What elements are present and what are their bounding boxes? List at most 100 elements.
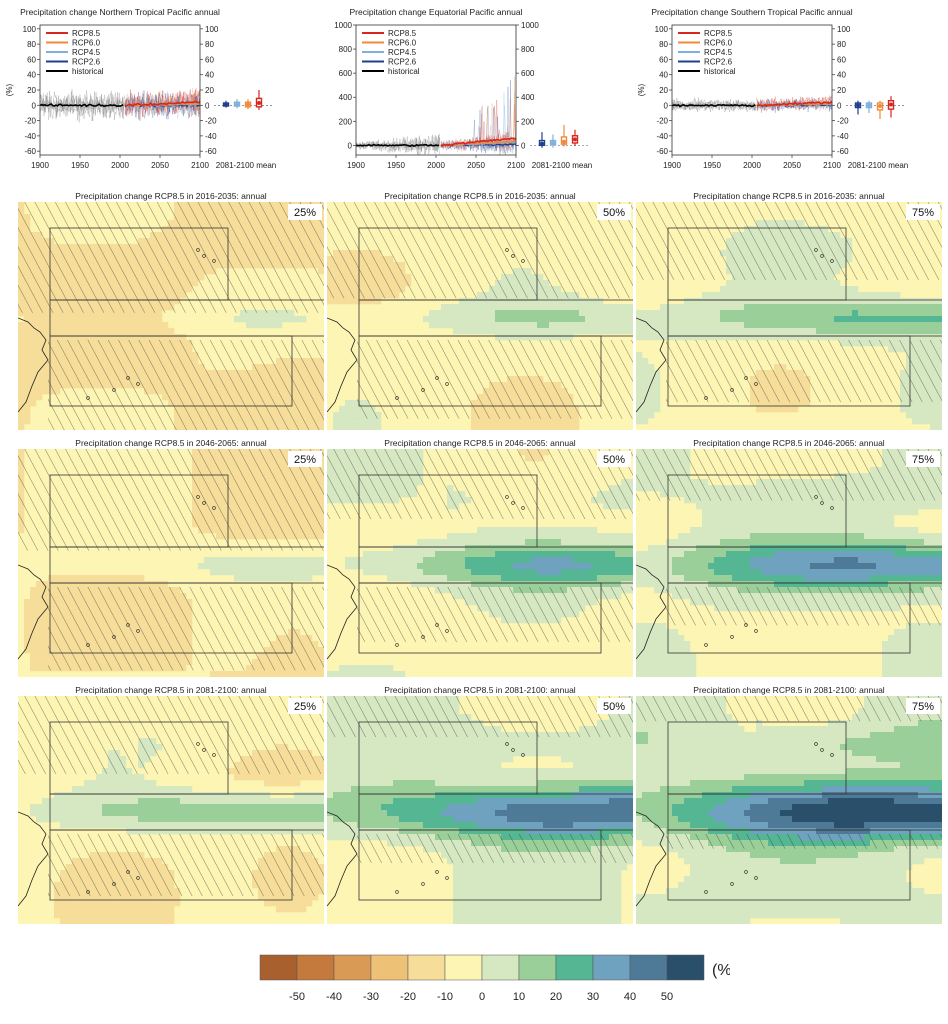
map-cell bbox=[495, 575, 502, 582]
map-cell bbox=[774, 334, 781, 341]
map-cell bbox=[654, 406, 661, 413]
map-cell bbox=[246, 316, 253, 323]
map-cell bbox=[834, 316, 841, 323]
map-cell bbox=[786, 334, 793, 341]
island-outline bbox=[395, 396, 399, 400]
map-cell bbox=[726, 334, 733, 341]
map-cell bbox=[648, 400, 655, 407]
map-cell bbox=[72, 310, 79, 317]
plot-frame bbox=[39, 24, 201, 156]
map-cell bbox=[924, 412, 931, 419]
map-cell bbox=[156, 581, 163, 588]
map-cell bbox=[489, 539, 496, 546]
map-cell bbox=[513, 316, 520, 323]
map-cell bbox=[888, 328, 895, 335]
map-cell bbox=[780, 280, 787, 287]
map-cell bbox=[78, 310, 85, 317]
map-cell bbox=[423, 575, 430, 582]
map-cell bbox=[834, 286, 841, 293]
map-cell bbox=[483, 310, 490, 317]
map-cell bbox=[597, 533, 604, 540]
map-cell bbox=[621, 304, 628, 311]
map-cell bbox=[549, 551, 556, 558]
map-cell bbox=[750, 310, 757, 317]
map-cell bbox=[495, 533, 502, 540]
map-cell bbox=[636, 406, 643, 413]
map-cell bbox=[537, 563, 544, 570]
map-cell bbox=[513, 533, 520, 540]
map-cell bbox=[888, 304, 895, 311]
map-cell bbox=[636, 352, 643, 359]
map-cell bbox=[489, 563, 496, 570]
map-cell bbox=[42, 623, 49, 630]
map-cell bbox=[690, 304, 697, 311]
map-cell bbox=[36, 316, 43, 323]
legend-entry: RCP6.0 bbox=[72, 39, 101, 48]
map-cell bbox=[768, 400, 775, 407]
region-box-south bbox=[358, 582, 602, 654]
map-cell bbox=[780, 298, 787, 305]
map-cell bbox=[507, 581, 514, 588]
map-cell bbox=[876, 509, 883, 516]
map-cell bbox=[447, 551, 454, 558]
map-cell bbox=[429, 569, 436, 576]
map-cell bbox=[936, 412, 942, 419]
map-cell bbox=[345, 298, 352, 305]
map-cell bbox=[36, 364, 43, 371]
map-cell bbox=[636, 412, 643, 419]
map-title: Precipitation change RCP8.5 in 2046-2065… bbox=[75, 438, 266, 448]
map-cell bbox=[660, 304, 667, 311]
map-cell bbox=[345, 557, 352, 564]
map-cell bbox=[18, 370, 25, 377]
map-cell bbox=[714, 298, 721, 305]
map-cell bbox=[150, 328, 157, 335]
map-cell bbox=[573, 298, 580, 305]
map-field bbox=[327, 449, 633, 677]
map-cell bbox=[441, 322, 448, 329]
map-cell bbox=[357, 665, 364, 672]
map-cell bbox=[108, 328, 115, 335]
map-cell bbox=[489, 424, 496, 430]
map-cell bbox=[690, 316, 697, 323]
map-cell bbox=[30, 352, 37, 359]
map-cell bbox=[300, 569, 307, 576]
map-cell bbox=[846, 298, 853, 305]
map-cell bbox=[786, 400, 793, 407]
ensemble-member-line bbox=[355, 134, 441, 154]
map-cell bbox=[417, 563, 424, 570]
map-cell bbox=[525, 545, 532, 552]
map-cell bbox=[138, 316, 145, 323]
map-cell bbox=[96, 334, 103, 341]
map-cell bbox=[858, 503, 865, 510]
map-cell bbox=[483, 569, 490, 576]
map-cell bbox=[852, 304, 859, 311]
map-cell bbox=[429, 310, 436, 317]
y-tick-label: -20 bbox=[656, 117, 668, 126]
map-cell bbox=[495, 539, 502, 546]
map-cell bbox=[531, 545, 538, 552]
map-cell bbox=[726, 316, 733, 323]
map-cell bbox=[30, 665, 37, 672]
map-cell bbox=[900, 304, 907, 311]
map-cell bbox=[411, 557, 418, 564]
map-cell bbox=[906, 328, 913, 335]
map-cell bbox=[276, 563, 283, 570]
map-cell bbox=[936, 334, 942, 341]
map-cell bbox=[96, 316, 103, 323]
map-cell bbox=[585, 298, 592, 305]
map-cell bbox=[24, 310, 31, 317]
map-cell bbox=[108, 322, 115, 329]
map-cell bbox=[210, 557, 217, 564]
map-cell bbox=[84, 316, 91, 323]
map-cell bbox=[852, 509, 859, 516]
map-cell bbox=[489, 418, 496, 425]
map-cell bbox=[519, 316, 526, 323]
map-cell bbox=[615, 322, 622, 329]
map-cell bbox=[282, 563, 289, 570]
map-cell bbox=[678, 304, 685, 311]
map-cell bbox=[792, 286, 799, 293]
map-cell bbox=[489, 575, 496, 582]
map-cell bbox=[270, 563, 277, 570]
map-cell bbox=[573, 551, 580, 558]
map-cell bbox=[24, 611, 31, 618]
